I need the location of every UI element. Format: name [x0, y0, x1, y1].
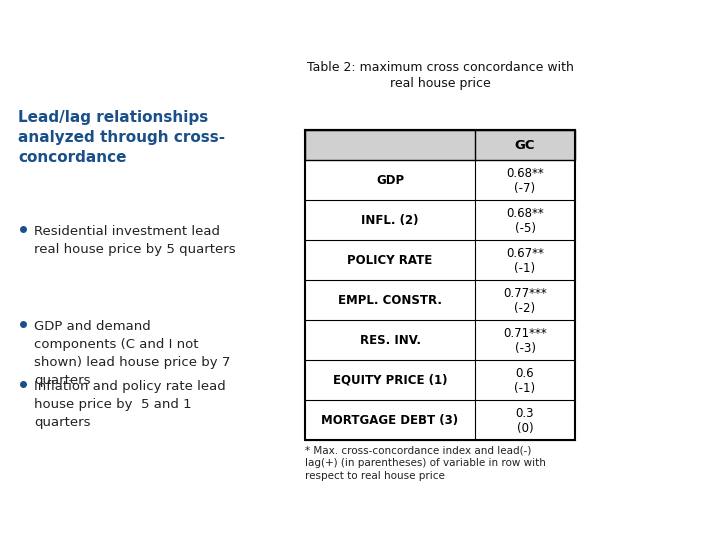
- Text: RES. INV.: RES. INV.: [359, 334, 420, 347]
- Text: INFL. (2): INFL. (2): [361, 214, 419, 227]
- Text: (-1): (-1): [514, 382, 536, 395]
- Bar: [305, 400, 575, 440]
- Bar: [305, 160, 575, 200]
- Bar: [305, 130, 575, 440]
- Text: 0.68**: 0.68**: [506, 207, 544, 220]
- Text: 0.6: 0.6: [516, 367, 534, 380]
- Text: EMPL. CONSTR.: EMPL. CONSTR.: [338, 294, 442, 307]
- Text: (-5): (-5): [515, 221, 536, 235]
- Text: MORTGAGE DEBT (3): MORTGAGE DEBT (3): [321, 414, 459, 427]
- Text: 0.71***: 0.71***: [503, 327, 547, 340]
- Text: (0): (0): [517, 422, 534, 435]
- Text: 0.67**: 0.67**: [506, 247, 544, 260]
- Text: (-1): (-1): [514, 261, 536, 275]
- Bar: [305, 240, 575, 280]
- Text: The Housing market Cycle: Synchronization II: The Housing market Cycle: Synchronizatio…: [29, 23, 672, 47]
- Text: Lead/lag relationships
analyzed through cross-
concordance: Lead/lag relationships analyzed through …: [18, 110, 225, 165]
- Text: * Max. cross-concordance index and lead(-)
lag(+) (in parentheses) of variable i: * Max. cross-concordance index and lead(…: [305, 445, 546, 482]
- Bar: [305, 200, 575, 240]
- Bar: [305, 130, 575, 160]
- Text: 0.3: 0.3: [516, 407, 534, 420]
- Text: (-2): (-2): [514, 302, 536, 315]
- Text: POLICY RATE: POLICY RATE: [347, 254, 433, 267]
- Text: GC: GC: [515, 139, 535, 152]
- Bar: [305, 320, 575, 360]
- Text: Table 2: maximum cross concordance with
real house price: Table 2: maximum cross concordance with …: [307, 61, 573, 90]
- Text: 0.68**: 0.68**: [506, 167, 544, 180]
- Bar: [305, 280, 575, 320]
- Text: 0.77***: 0.77***: [503, 287, 547, 300]
- Text: GDP: GDP: [376, 174, 404, 187]
- Text: (-7): (-7): [514, 181, 536, 194]
- Text: (-3): (-3): [515, 342, 536, 355]
- Text: GDP and demand
components (C and I not
shown) lead house price by 7
quarters: GDP and demand components (C and I not s…: [34, 320, 230, 387]
- Text: Inflation and policy rate lead
house price by  5 and 1
quarters: Inflation and policy rate lead house pri…: [34, 380, 226, 429]
- Text: EQUITY PRICE (1): EQUITY PRICE (1): [333, 374, 447, 387]
- Bar: [305, 360, 575, 400]
- Text: Residential investment lead
real house price by 5 quarters: Residential investment lead real house p…: [34, 225, 235, 256]
